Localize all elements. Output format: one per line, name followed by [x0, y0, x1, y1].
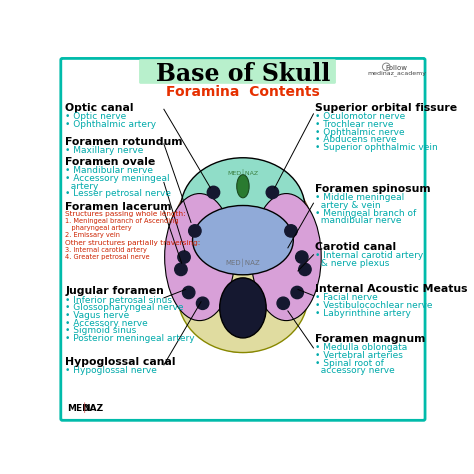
Text: Follow: Follow [385, 64, 407, 71]
Text: • Ophthalmic nerve: • Ophthalmic nerve [315, 128, 405, 137]
Text: 2. Emissary vein: 2. Emissary vein [65, 232, 120, 237]
Text: • Facial nerve: • Facial nerve [315, 293, 378, 302]
Text: Carotid canal: Carotid canal [315, 242, 396, 252]
Text: • Abducens nerve: • Abducens nerve [315, 136, 397, 145]
Circle shape [299, 263, 311, 275]
Text: • Accessory meningeal: • Accessory meningeal [65, 174, 170, 183]
Text: pharyngeal artery: pharyngeal artery [65, 225, 132, 231]
Text: Foramen rotundum: Foramen rotundum [65, 137, 183, 147]
Ellipse shape [192, 206, 293, 275]
Text: medinaz_academy: medinaz_academy [367, 71, 426, 76]
Text: • Posterior meningeal artery: • Posterior meningeal artery [65, 334, 195, 343]
Text: Base of Skull: Base of Skull [156, 62, 330, 86]
Text: • Labyrinthine artery: • Labyrinthine artery [315, 309, 411, 318]
Text: • Meningeal branch of: • Meningeal branch of [315, 209, 416, 218]
Ellipse shape [219, 278, 266, 338]
Text: • Vertebral arteries: • Vertebral arteries [315, 351, 403, 360]
Text: MED│NAZ: MED│NAZ [226, 259, 260, 267]
Text: • Oculomotor nerve: • Oculomotor nerve [315, 112, 405, 121]
Text: MED│NAZ: MED│NAZ [228, 169, 258, 176]
Text: Internal Acoustic Meatus: Internal Acoustic Meatus [315, 284, 467, 294]
Text: • Ophthalmic artery: • Ophthalmic artery [65, 120, 156, 129]
Text: • Hypoglossal nerve: • Hypoglossal nerve [65, 366, 157, 375]
Ellipse shape [178, 238, 308, 353]
Text: • Inferior petrosal sinus: • Inferior petrosal sinus [65, 296, 173, 305]
Text: & nerve plexus: & nerve plexus [315, 259, 389, 268]
Text: • Optic nerve: • Optic nerve [65, 112, 127, 121]
FancyBboxPatch shape [61, 58, 425, 420]
Text: NAZ: NAZ [82, 404, 104, 413]
Circle shape [182, 286, 195, 299]
Text: • Middle meningeal: • Middle meningeal [315, 193, 404, 202]
Text: • Superior ophthalmic vein: • Superior ophthalmic vein [315, 143, 438, 152]
Text: • Vestibulocochlear nerve: • Vestibulocochlear nerve [315, 301, 432, 310]
FancyBboxPatch shape [139, 59, 336, 84]
Text: • Medulla oblongata: • Medulla oblongata [315, 343, 407, 352]
Ellipse shape [164, 193, 235, 320]
Text: • Accessory nerve: • Accessory nerve [65, 319, 148, 328]
Ellipse shape [251, 193, 321, 320]
Text: • Mandibular nerve: • Mandibular nerve [65, 166, 154, 175]
Text: Jugular foramen: Jugular foramen [65, 286, 164, 296]
Text: Foramen spinosum: Foramen spinosum [315, 184, 430, 194]
Text: • Trochlear nerve: • Trochlear nerve [315, 120, 393, 129]
Text: • Maxillary nerve: • Maxillary nerve [65, 146, 144, 155]
Circle shape [266, 186, 279, 199]
Text: Other structures partially traversing:: Other structures partially traversing: [65, 240, 201, 246]
Text: mandibular nerve: mandibular nerve [315, 216, 401, 225]
Text: Foramen ovale: Foramen ovale [65, 157, 155, 167]
Text: • Glossopharyngeal nerve: • Glossopharyngeal nerve [65, 303, 184, 312]
Text: Structures passing whole length:: Structures passing whole length: [65, 211, 186, 217]
Circle shape [207, 186, 219, 199]
Text: 3. Internal carotid artery: 3. Internal carotid artery [65, 247, 147, 253]
Text: │: │ [82, 402, 87, 413]
Ellipse shape [169, 159, 317, 352]
Text: Foramina  Contents: Foramina Contents [166, 85, 320, 99]
Circle shape [285, 225, 297, 237]
Circle shape [189, 225, 201, 237]
Text: Optic canal: Optic canal [65, 103, 134, 113]
Text: accessory nerve: accessory nerve [315, 366, 395, 375]
Circle shape [296, 251, 308, 263]
Text: • Lesser petrosal nerve: • Lesser petrosal nerve [65, 189, 172, 198]
Ellipse shape [237, 175, 249, 198]
Text: Hypoglossal canal: Hypoglossal canal [65, 357, 176, 367]
Text: artery: artery [65, 182, 99, 191]
Circle shape [178, 251, 190, 263]
Text: • Vagus nerve: • Vagus nerve [65, 311, 130, 320]
Text: 4. Greater petrosal nerve: 4. Greater petrosal nerve [65, 254, 150, 260]
Circle shape [291, 286, 303, 299]
Text: 1. Meningeal branch of Ascending: 1. Meningeal branch of Ascending [65, 218, 179, 224]
Text: • Internal carotid artery: • Internal carotid artery [315, 251, 423, 260]
Ellipse shape [181, 158, 305, 258]
Circle shape [175, 263, 187, 275]
Text: • Sigmoid sinus: • Sigmoid sinus [65, 327, 137, 336]
Text: Foramen magnum: Foramen magnum [315, 334, 425, 344]
Text: Foramen lacerum: Foramen lacerum [65, 201, 172, 211]
Text: • Spinal root of: • Spinal root of [315, 359, 384, 368]
Circle shape [277, 297, 290, 310]
Circle shape [196, 297, 209, 310]
Text: MED: MED [67, 404, 90, 413]
Text: artery & vein: artery & vein [315, 201, 381, 210]
Text: Superior orbital fissure: Superior orbital fissure [315, 103, 457, 113]
